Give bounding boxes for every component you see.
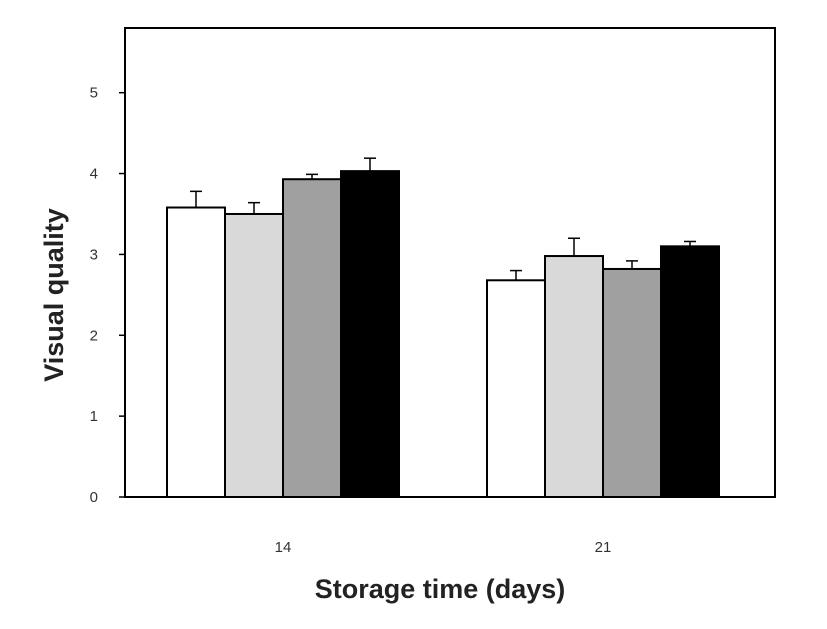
bar: [166, 206, 226, 498]
error-bars-layer: [190, 157, 696, 281]
bar: [486, 279, 546, 498]
bar: [544, 255, 604, 498]
plot-frame: [124, 27, 776, 498]
x-axis-ticks: 14 21: [275, 539, 612, 556]
y-axis-ticks: 0 1 2 3 4 5: [90, 85, 125, 506]
bar: [660, 245, 720, 498]
x-tick-label: 14: [275, 539, 292, 556]
x-tick-label: 21: [595, 539, 612, 556]
bars-layer: [166, 170, 720, 498]
bar: [224, 212, 284, 498]
y-tick-label: 1: [90, 408, 98, 425]
bar: [282, 178, 342, 498]
bar: [602, 267, 662, 498]
y-tick-label: 2: [90, 327, 98, 344]
bar: [340, 170, 400, 498]
y-tick-label: 3: [90, 246, 98, 263]
y-tick-label: 5: [90, 85, 98, 102]
y-axis-label: Visual quality: [39, 208, 69, 382]
x-axis-label: Storage time (days): [315, 574, 566, 604]
y-tick-label: 0: [90, 489, 98, 506]
y-tick-label: 4: [90, 166, 98, 183]
